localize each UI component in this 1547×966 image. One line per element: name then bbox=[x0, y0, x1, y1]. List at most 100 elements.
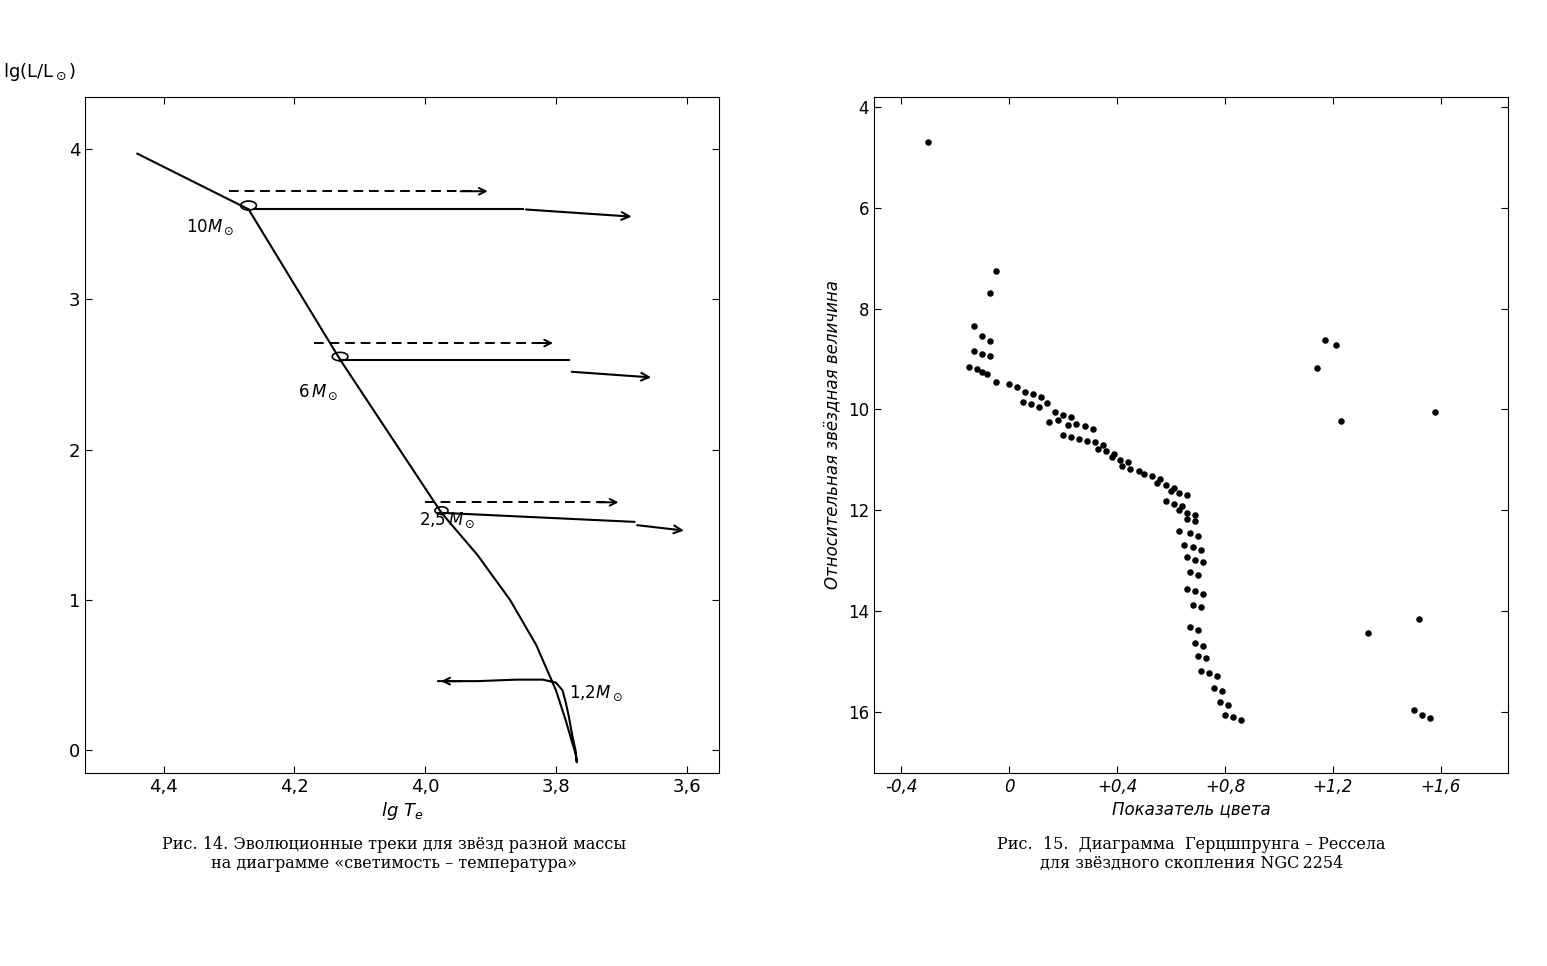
Point bbox=[1185, 648, 1210, 664]
Point bbox=[1177, 526, 1202, 541]
X-axis label: lg $T_e$: lg $T_e$ bbox=[381, 800, 424, 822]
Point bbox=[1064, 416, 1089, 432]
Point bbox=[1058, 430, 1083, 445]
Point bbox=[1131, 467, 1156, 482]
Point bbox=[956, 358, 981, 374]
Point bbox=[1075, 433, 1100, 448]
Point bbox=[1406, 611, 1431, 627]
Point bbox=[1118, 462, 1143, 477]
Point bbox=[1417, 711, 1442, 726]
Point bbox=[1180, 539, 1205, 554]
Point bbox=[1072, 418, 1097, 434]
Point bbox=[1148, 471, 1173, 487]
Point bbox=[1185, 527, 1210, 543]
Point bbox=[1100, 450, 1125, 466]
Point bbox=[1188, 542, 1213, 557]
Point bbox=[970, 328, 995, 344]
Point bbox=[1094, 443, 1118, 459]
Point bbox=[1067, 431, 1092, 446]
Point bbox=[1170, 498, 1194, 514]
Point bbox=[1202, 680, 1227, 696]
Point bbox=[1174, 549, 1199, 564]
Point bbox=[1043, 404, 1067, 419]
Text: Рис. 14. Эволюционные треки для звёзд разной массы
на диаграмме «светимость – те: Рис. 14. Эволюционные треки для звёзд ра… bbox=[162, 836, 627, 872]
Point bbox=[978, 333, 1002, 349]
Point bbox=[1188, 663, 1213, 678]
Point bbox=[1177, 564, 1202, 580]
Point bbox=[962, 344, 987, 359]
Point bbox=[1409, 707, 1434, 723]
Point bbox=[1196, 666, 1221, 681]
X-axis label: Показатель цвета: Показатель цвета bbox=[1112, 800, 1270, 818]
Point bbox=[1228, 712, 1253, 727]
Point bbox=[1185, 623, 1210, 639]
Point bbox=[1036, 414, 1061, 430]
Point bbox=[978, 349, 1002, 364]
Point bbox=[1140, 469, 1165, 484]
Point bbox=[1086, 441, 1111, 457]
Point bbox=[1162, 480, 1187, 496]
Point bbox=[975, 366, 999, 382]
Point bbox=[1177, 620, 1202, 636]
Point bbox=[1057, 417, 1081, 433]
Point bbox=[1191, 638, 1216, 653]
Point bbox=[984, 263, 1009, 278]
Point bbox=[1174, 505, 1199, 521]
Point bbox=[1050, 427, 1075, 442]
Point bbox=[1312, 332, 1337, 348]
Point bbox=[1402, 702, 1426, 718]
Point bbox=[1173, 537, 1197, 553]
Point bbox=[1115, 455, 1140, 470]
Point bbox=[1166, 485, 1191, 500]
Point bbox=[1035, 396, 1060, 412]
Point bbox=[1153, 494, 1177, 509]
Point bbox=[1101, 446, 1126, 462]
Point bbox=[1216, 696, 1241, 712]
Point bbox=[1210, 683, 1235, 698]
Point bbox=[1091, 437, 1115, 452]
Point bbox=[1018, 397, 1043, 412]
Point bbox=[1166, 523, 1191, 538]
Point bbox=[1021, 386, 1046, 402]
Point bbox=[970, 364, 995, 380]
Point bbox=[1058, 410, 1083, 425]
Point bbox=[964, 361, 989, 377]
Point bbox=[1111, 458, 1135, 473]
Point bbox=[1213, 707, 1238, 723]
Point bbox=[1304, 360, 1329, 376]
Point bbox=[1174, 488, 1199, 503]
Point bbox=[1026, 399, 1050, 414]
Text: $10M_\odot$: $10M_\odot$ bbox=[187, 217, 235, 237]
Point bbox=[1029, 389, 1054, 405]
Point bbox=[962, 319, 987, 334]
Point bbox=[916, 134, 941, 150]
Text: lg(L/L$_\odot$): lg(L/L$_\odot$) bbox=[3, 61, 76, 83]
Point bbox=[1207, 695, 1231, 710]
Point bbox=[1221, 710, 1245, 725]
Point bbox=[1183, 583, 1208, 599]
Point bbox=[1162, 497, 1187, 512]
Point bbox=[1423, 404, 1448, 419]
Point bbox=[1323, 337, 1347, 353]
Point bbox=[1183, 635, 1208, 650]
Point bbox=[1080, 421, 1105, 437]
Point bbox=[996, 377, 1021, 392]
Y-axis label: Относительная звёздная величина: Относительная звёздная величина bbox=[823, 280, 842, 589]
Point bbox=[1329, 412, 1354, 428]
Point bbox=[970, 346, 995, 361]
Point bbox=[1188, 600, 1213, 615]
Text: $1{,}2M_\odot$: $1{,}2M_\odot$ bbox=[569, 683, 622, 702]
Point bbox=[1166, 502, 1191, 518]
Point bbox=[1159, 484, 1183, 499]
Point bbox=[1145, 475, 1170, 491]
Point bbox=[1205, 668, 1230, 684]
Point bbox=[1050, 407, 1075, 422]
Point bbox=[1046, 412, 1071, 427]
Point bbox=[1174, 512, 1199, 527]
Point bbox=[1153, 477, 1177, 493]
Point bbox=[1126, 464, 1151, 479]
Point bbox=[1180, 598, 1205, 613]
Point bbox=[1083, 435, 1108, 450]
Point bbox=[1194, 650, 1219, 666]
Point bbox=[1108, 452, 1132, 468]
